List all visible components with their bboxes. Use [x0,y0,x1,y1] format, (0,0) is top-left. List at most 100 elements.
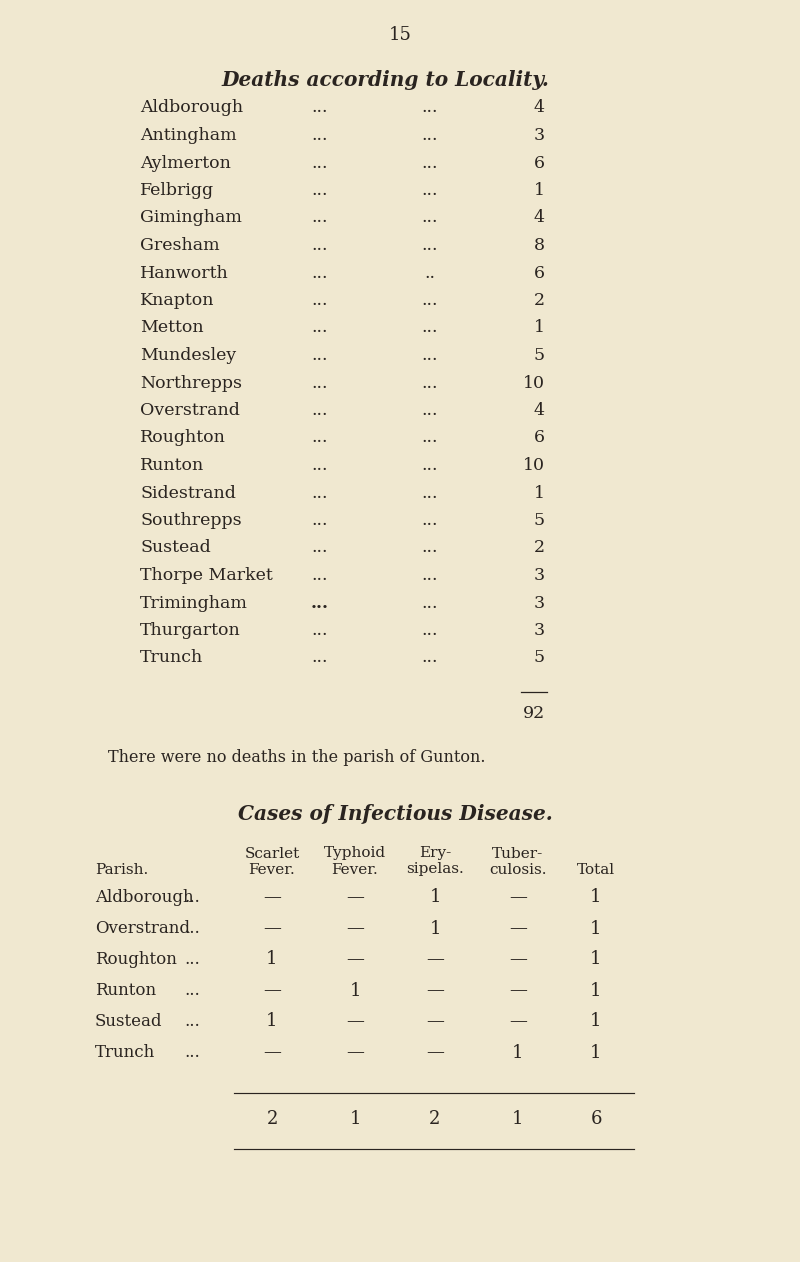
Text: —: — [509,1012,527,1031]
Text: 1: 1 [534,182,545,199]
Text: Sustead: Sustead [95,1013,162,1030]
Text: 2: 2 [534,539,545,557]
Text: culosis.: culosis. [490,862,546,877]
Text: Parish.: Parish. [95,862,148,877]
Text: ...: ... [312,485,328,501]
Text: Roughton: Roughton [140,429,226,447]
Text: —: — [263,888,281,906]
Text: 5: 5 [534,512,545,529]
Text: ...: ... [312,209,328,226]
Text: 10: 10 [523,375,545,391]
Text: Trimingham: Trimingham [140,594,248,612]
Text: ...: ... [312,567,328,584]
Text: Aylmerton: Aylmerton [140,154,231,172]
Text: 4: 4 [534,209,545,226]
Text: 1: 1 [590,950,602,968]
Text: Ery-: Ery- [419,847,451,861]
Text: 1: 1 [350,982,361,1000]
Text: ...: ... [184,888,200,906]
Text: ...: ... [312,403,328,419]
Text: ...: ... [312,457,328,475]
Text: —: — [426,950,444,968]
Text: Runton: Runton [140,457,204,475]
Text: Thorpe Market: Thorpe Market [140,567,273,584]
Text: 1: 1 [590,1044,602,1061]
Text: 6: 6 [590,1109,602,1127]
Text: 8: 8 [534,237,545,254]
Text: ...: ... [422,512,438,529]
Text: Total: Total [577,862,615,877]
Text: —: — [346,920,364,938]
Text: ...: ... [422,539,438,557]
Text: Gresham: Gresham [140,237,220,254]
Text: ...: ... [312,182,328,199]
Text: Tuber-: Tuber- [492,847,544,861]
Text: ...: ... [422,127,438,144]
Text: ...: ... [422,429,438,447]
Text: ...: ... [312,650,328,666]
Text: ...: ... [422,622,438,639]
Text: —: — [509,950,527,968]
Text: —: — [426,982,444,1000]
Text: Cases of Infectious Disease.: Cases of Infectious Disease. [238,804,552,824]
Text: 3: 3 [534,622,545,639]
Text: 3: 3 [534,127,545,144]
Text: 4: 4 [534,100,545,116]
Text: 6: 6 [534,429,545,447]
Text: Aldborough: Aldborough [95,888,194,906]
Text: ...: ... [422,154,438,172]
Text: —: — [263,1044,281,1061]
Text: Typhoid: Typhoid [324,847,386,861]
Text: ...: ... [422,594,438,612]
Text: 1: 1 [430,888,441,906]
Text: Mundesley: Mundesley [140,347,236,363]
Text: ...: ... [422,209,438,226]
Text: ...: ... [312,622,328,639]
Text: ...: ... [422,375,438,391]
Text: 1: 1 [266,1012,278,1031]
Text: 1: 1 [350,1109,361,1127]
Text: Trunch: Trunch [140,650,203,666]
Text: ...: ... [422,403,438,419]
Text: Fever.: Fever. [249,862,295,877]
Text: ...: ... [312,154,328,172]
Text: Metton: Metton [140,319,204,337]
Text: ...: ... [184,1013,200,1030]
Text: ...: ... [312,100,328,116]
Text: 15: 15 [389,27,411,44]
Text: 5: 5 [534,650,545,666]
Text: ...: ... [312,127,328,144]
Text: Sustead: Sustead [140,539,210,557]
Text: ...: ... [312,319,328,337]
Text: —: — [426,1012,444,1031]
Text: Antingham: Antingham [140,127,237,144]
Text: ...: ... [422,650,438,666]
Text: 1: 1 [512,1044,524,1061]
Text: Overstrand: Overstrand [95,920,190,936]
Text: ...: ... [312,375,328,391]
Text: —: — [509,920,527,938]
Text: ...: ... [422,292,438,309]
Text: 1: 1 [590,1012,602,1031]
Text: 6: 6 [534,265,545,281]
Text: —: — [346,1012,364,1031]
Text: 1: 1 [266,950,278,968]
Text: Fever.: Fever. [332,862,378,877]
Text: ...: ... [422,347,438,363]
Text: 1: 1 [534,319,545,337]
Text: ..: .. [425,265,435,281]
Text: Knapton: Knapton [140,292,214,309]
Text: ...: ... [312,265,328,281]
Text: Deaths according to Locality.: Deaths according to Locality. [221,69,549,90]
Text: ...: ... [312,237,328,254]
Text: ...: ... [312,429,328,447]
Text: Felbrigg: Felbrigg [140,182,214,199]
Text: 6: 6 [534,154,545,172]
Text: —: — [346,950,364,968]
Text: 1: 1 [590,982,602,1000]
Text: ...: ... [312,512,328,529]
Text: Sidestrand: Sidestrand [140,485,236,501]
Text: ...: ... [422,457,438,475]
Text: 2: 2 [266,1109,278,1127]
Text: ...: ... [184,952,200,968]
